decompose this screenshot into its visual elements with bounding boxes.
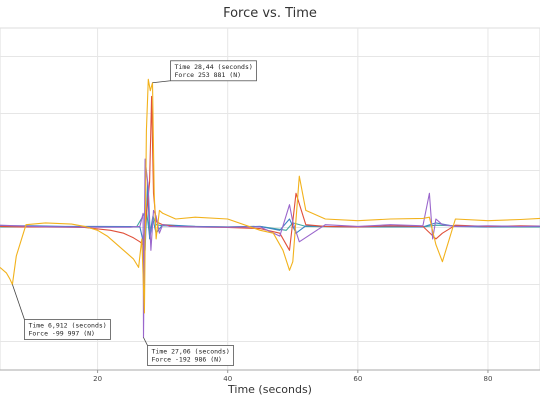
grid	[0, 27, 540, 371]
series-group	[0, 78, 540, 339]
tooltip-time: Time 6,912 (seconds)	[28, 321, 106, 329]
tooltip-time: Time 28,44 (seconds)	[175, 63, 253, 71]
tooltip-leader	[152, 80, 171, 84]
chart-title: Force vs. Time	[223, 6, 317, 21]
series-line-1	[0, 78, 540, 314]
x-tick-label: 20	[93, 375, 102, 383]
tooltip-force: Force -99 997 (N)	[28, 329, 95, 337]
tooltip-box	[147, 345, 234, 366]
tooltip-leader	[143, 337, 148, 346]
x-axis-label: Time (seconds)	[228, 383, 312, 396]
x-tick-label: 60	[353, 375, 362, 383]
tooltip-box	[170, 60, 257, 82]
tooltip-time: Time 27,06 (seconds)	[152, 348, 230, 356]
x-axis: 20 40 60 80	[0, 369, 540, 383]
tooltip: Time 28,44 (seconds)Force 253 881 (N)	[152, 60, 257, 84]
tooltip: Time 6,912 (seconds)Force -99 997 (N)	[12, 284, 111, 340]
tooltip: Time 27,06 (seconds)Force -192 986 (N)	[143, 337, 234, 366]
tooltips: Time 28,44 (seconds)Force 253 881 (N)Tim…	[12, 60, 257, 366]
tooltip-leader	[12, 284, 25, 320]
x-tick-label: 80	[483, 375, 492, 383]
tooltip-force: Force 253 881 (N)	[175, 71, 242, 79]
series-line-2	[0, 158, 540, 339]
x-tick-label: 40	[223, 375, 232, 383]
plot-area	[0, 27, 540, 371]
tooltip-box	[24, 319, 111, 340]
tooltip-force: Force -192 986 (N)	[152, 356, 222, 364]
